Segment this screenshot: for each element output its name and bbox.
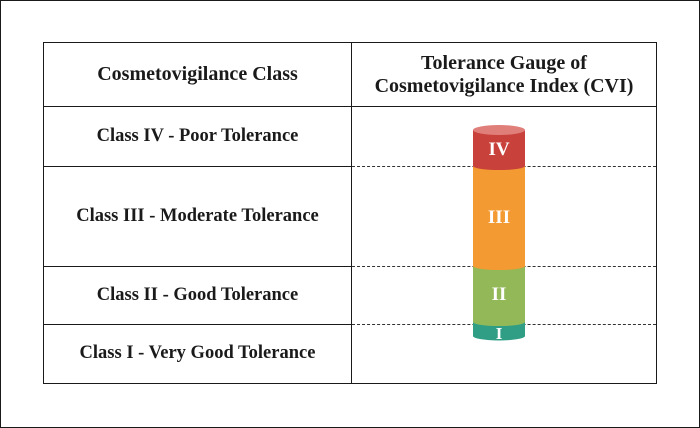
row-divider [44, 266, 351, 267]
class-i-label: Class I - Very Good Tolerance [79, 343, 316, 363]
gauge-segment-ii [473, 266, 525, 326]
header-gauge-line1: Tolerance Gauge of [421, 51, 587, 74]
class-iv-label: Class IV - Poor Tolerance [96, 126, 299, 146]
class-ii-label: Class II - Good Tolerance [96, 284, 299, 305]
header-gauge-line2: Cosmetovigilance Index (CVI) [374, 74, 634, 97]
column-divider [351, 43, 352, 383]
gauge-label-iii: III [488, 207, 510, 228]
header-gauge: Tolerance Gauge of Cosmetovigilance Inde… [352, 43, 656, 106]
tolerance-table: Cosmetovigilance Class Tolerance Gauge o… [43, 42, 657, 384]
header-divider [44, 106, 656, 107]
row-divider [44, 166, 351, 167]
gauge-label-i: I [496, 324, 503, 343]
gauge-label-iv: IV [488, 139, 509, 160]
row-divider [44, 324, 351, 325]
gauge-segment-iv [473, 125, 525, 170]
gauge-label-ii: II [492, 284, 507, 305]
header-class: Cosmetovigilance Class [97, 63, 298, 85]
class-iii-label: Class III - Moderate Tolerance [76, 205, 319, 226]
gauge-segment-iii [473, 166, 525, 270]
